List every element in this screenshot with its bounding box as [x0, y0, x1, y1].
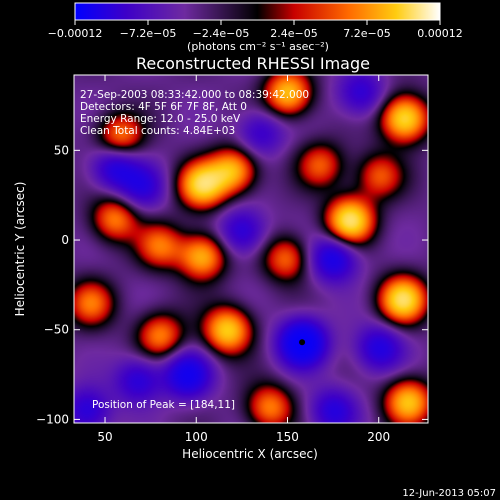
annotation-line: 27-Sep-2003 08:33:42.000 to 08:39:42.000: [80, 89, 309, 101]
y-tick-label: −50: [44, 323, 69, 337]
peak-marker: [299, 339, 306, 346]
annotation-line: Energy Range: 12.0 - 25.0 keV: [80, 113, 241, 125]
annotation-line: Detectors: 4F 5F 6F 7F 8F, Att 0: [80, 101, 247, 113]
colorbar-tick-label: −0.00012: [48, 27, 103, 40]
colorbar-tick-label: 2.4e−05: [270, 27, 317, 40]
annotation-line: Clean Total counts: 4.84E+03: [80, 125, 235, 137]
y-tick-label: 0: [61, 233, 69, 247]
y-tick-label: −100: [36, 412, 69, 426]
colorbar-tick-label: 7.2e−05: [343, 27, 390, 40]
x-tick-label: 100: [185, 430, 208, 444]
colorbar-tick-label: −2.4e−05: [193, 27, 250, 40]
heatmap-image: [74, 75, 428, 423]
x-axis-label: Heliocentric X (arcsec): [182, 447, 318, 461]
annotation-block: 27-Sep-2003 08:33:42.000 to 08:39:42.000…: [80, 89, 309, 137]
x-tick-label: 150: [276, 430, 299, 444]
x-tick-label: 200: [367, 430, 390, 444]
colorbar: [74, 2, 441, 21]
y-axis-label: Heliocentric Y (arcsec): [13, 182, 27, 317]
y-tick-label: 50: [54, 143, 69, 157]
colorbar-tick-label: 0.00012: [417, 27, 463, 40]
colorbar-ticks: −0.00012 −7.2e−05 −2.4e−05 2.4e−05 7.2e−05 0.…: [48, 20, 463, 40]
colorbar-tick-label: −7.2e−05: [120, 27, 177, 40]
chart-title: Reconstructed RHESSI Image: [136, 54, 370, 73]
peak-position-label: Position of Peak = [184,11]: [92, 399, 235, 411]
footer-timestamp: 12-Jun-2013 05:07: [402, 488, 496, 499]
axis-ticks: 50 100 150 200 50 0 −50 −100: [36, 75, 428, 444]
colorbar-units-label: (photons cm⁻² s⁻¹ asec⁻²): [187, 40, 329, 53]
x-tick-label: 50: [97, 430, 112, 444]
plot-frame: [73, 74, 429, 424]
